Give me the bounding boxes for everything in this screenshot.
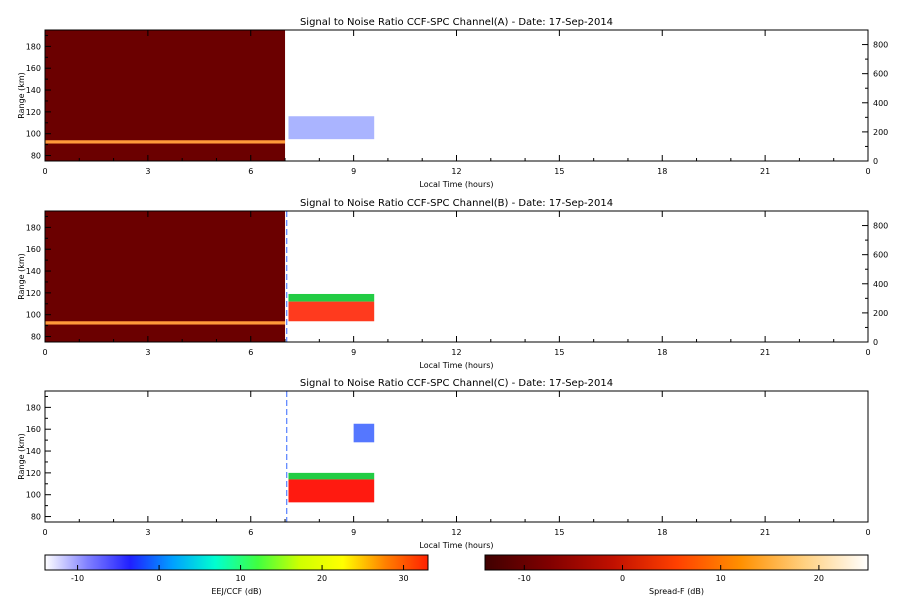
colorbar-tick-label: 20	[317, 574, 327, 583]
x-tick-label: 12	[451, 348, 461, 357]
x-tick-label: 9	[351, 167, 356, 176]
x-axis-label: Local Time (hours)	[419, 361, 493, 370]
x-tick-label: 6	[248, 528, 253, 537]
x-tick-label: 15	[554, 348, 564, 357]
colorbar-tick-label: 0	[620, 574, 625, 583]
colorbar	[484, 554, 869, 571]
x-tick-label: 3	[145, 167, 150, 176]
x-tick-label: 18	[657, 167, 667, 176]
panel-title: Signal to Noise Ratio CCF-SPC Channel(A)…	[300, 17, 613, 28]
region-layer	[45, 321, 286, 325]
x-tick-label: 0	[865, 167, 870, 176]
y-tick-label: 80	[31, 333, 41, 342]
x-tick-label: 9	[351, 348, 356, 357]
region-eej-core	[288, 479, 375, 503]
y-tick-label: 100	[26, 130, 41, 139]
panel-0-data	[45, 30, 375, 161]
y-axis-label: Range (km)	[17, 72, 26, 119]
y-tick-label: 120	[26, 469, 41, 478]
x-tick-label: 3	[145, 348, 150, 357]
y-tick-label: 140	[26, 86, 41, 95]
y-right-tick-label: 0	[873, 157, 878, 166]
panel-title: Signal to Noise Ratio CCF-SPC Channel(C)…	[300, 378, 613, 389]
x-tick-label: 15	[554, 167, 564, 176]
x-axis-label: Local Time (hours)	[419, 180, 493, 189]
y-right-tick-label: 200	[873, 309, 888, 318]
x-tick-label: 0	[42, 348, 47, 357]
panel-2-data	[286, 391, 375, 522]
colorbar-tick-label: -10	[518, 574, 531, 583]
y-right-tick-label: 400	[873, 280, 888, 289]
colorbar-tick-label: 10	[235, 574, 245, 583]
y-right-tick-label: 0	[873, 338, 878, 347]
region-scatter-patch	[353, 423, 375, 443]
colorbar-label: Spread-F (dB)	[649, 587, 704, 596]
y-right-tick-label: 600	[873, 70, 888, 79]
region-eej-edge	[288, 472, 375, 480]
y-tick-label: 140	[26, 267, 41, 276]
y-tick-label: 180	[26, 403, 41, 412]
y-right-tick-label: 400	[873, 99, 888, 108]
region-layer	[45, 140, 286, 144]
x-axis-label: Local Time (hours)	[419, 541, 493, 550]
colorbar-tick-label: 0	[157, 574, 162, 583]
region-eej-core	[288, 301, 375, 322]
x-tick-label: 0	[42, 528, 47, 537]
x-tick-label: 6	[248, 348, 253, 357]
x-tick-label: 12	[451, 167, 461, 176]
y-tick-label: 140	[26, 447, 41, 456]
panel-1-data	[45, 211, 375, 342]
region-spread-f-block	[45, 211, 286, 342]
panel-title: Signal to Noise Ratio CCF-SPC Channel(B)…	[300, 198, 613, 209]
colorbar-tick-label: 20	[814, 574, 824, 583]
x-tick-label: 9	[351, 528, 356, 537]
x-tick-label: 15	[554, 528, 564, 537]
y-tick-label: 120	[26, 108, 41, 117]
colorbar-tick-label: -10	[71, 574, 84, 583]
y-right-tick-label: 600	[873, 251, 888, 260]
region-eej-edge	[288, 293, 375, 302]
y-tick-label: 160	[26, 64, 41, 73]
x-tick-label: 18	[657, 348, 667, 357]
y-tick-label: 100	[26, 311, 41, 320]
colorbar	[44, 554, 429, 571]
colorbar-label: EEJ/CCF (dB)	[211, 587, 261, 596]
y-axis-label: Range (km)	[17, 433, 26, 480]
y-tick-label: 120	[26, 289, 41, 298]
y-right-tick-label: 800	[873, 222, 888, 231]
x-tick-label: 0	[865, 528, 870, 537]
x-tick-label: 21	[760, 348, 770, 357]
colorbar-tick-label: 30	[398, 574, 408, 583]
x-tick-label: 0	[42, 167, 47, 176]
y-tick-label: 80	[31, 152, 41, 161]
y-axis-label: Range (km)	[17, 253, 26, 300]
x-tick-label: 3	[145, 528, 150, 537]
y-tick-label: 180	[26, 223, 41, 232]
y-right-tick-label: 200	[873, 128, 888, 137]
y-tick-label: 100	[26, 491, 41, 500]
x-tick-label: 0	[865, 348, 870, 357]
y-right-tick-label: 800	[873, 41, 888, 50]
y-tick-label: 180	[26, 42, 41, 51]
y-tick-label: 160	[26, 245, 41, 254]
plot-frame	[44, 390, 869, 523]
y-tick-label: 80	[31, 513, 41, 522]
x-tick-label: 12	[451, 528, 461, 537]
colorbar-tick-label: 10	[716, 574, 726, 583]
x-tick-label: 18	[657, 528, 667, 537]
region-spread-f-block	[45, 30, 286, 161]
y-tick-label: 160	[26, 425, 41, 434]
x-tick-label: 21	[760, 167, 770, 176]
x-tick-label: 6	[248, 167, 253, 176]
region-eej-block	[288, 116, 375, 140]
x-tick-label: 21	[760, 528, 770, 537]
